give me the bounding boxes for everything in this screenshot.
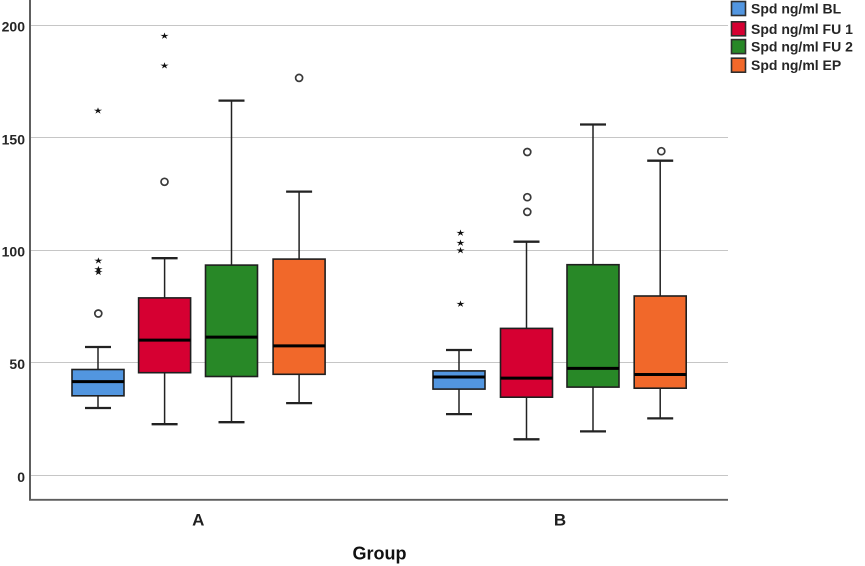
svg-text:Spd ng/ml BL: Spd ng/ml BL bbox=[751, 1, 842, 17]
svg-text:Spd ng/ml FU 2: Spd ng/ml FU 2 bbox=[751, 39, 853, 55]
svg-text:150: 150 bbox=[2, 131, 26, 147]
svg-text:A: A bbox=[192, 511, 204, 530]
svg-text:100: 100 bbox=[2, 243, 26, 259]
svg-text:Spd ng/ml EP: Spd ng/ml EP bbox=[751, 57, 841, 73]
svg-text:200: 200 bbox=[2, 19, 26, 35]
svg-text:0: 0 bbox=[17, 469, 25, 485]
svg-text:Spd ng/ml FU 1: Spd ng/ml FU 1 bbox=[751, 21, 853, 37]
svg-text:B: B bbox=[554, 511, 566, 530]
svg-text:50: 50 bbox=[9, 356, 25, 372]
svg-text:Group: Group bbox=[353, 543, 407, 563]
